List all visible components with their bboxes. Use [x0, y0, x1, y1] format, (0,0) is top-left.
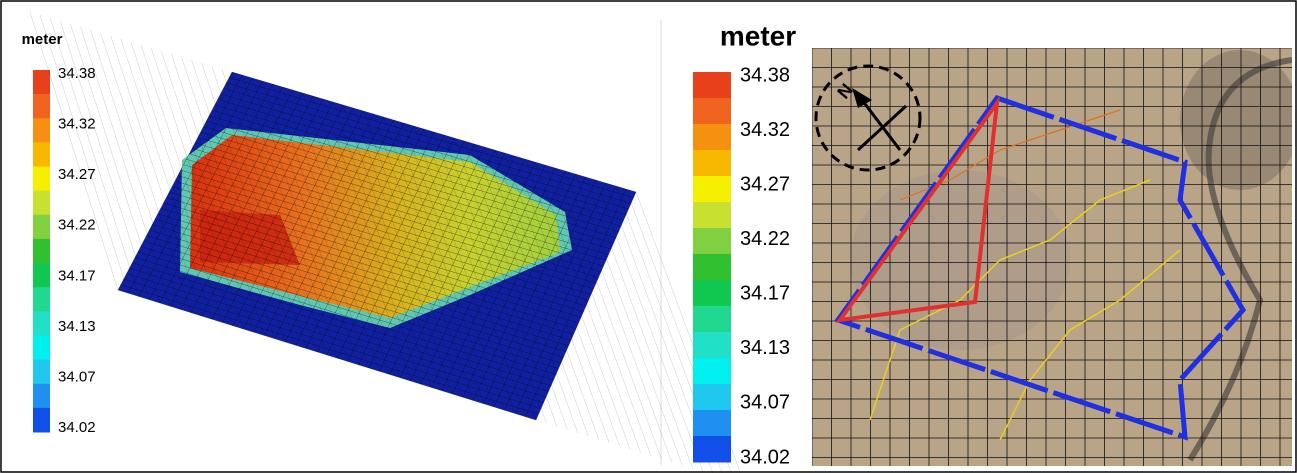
map: N: [812, 48, 1297, 466]
legend-label: 34.13: [740, 337, 790, 359]
legend-label: 34.32: [740, 119, 790, 141]
legend-swatch: [693, 306, 731, 333]
legend-swatch: [33, 239, 50, 264]
legend-swatch: [693, 228, 731, 255]
legend-label: 34.02: [58, 419, 96, 436]
legend-label: 34.22: [740, 228, 790, 250]
legend-label: 34.07: [58, 368, 96, 385]
legend-swatch: [33, 335, 50, 360]
legend-swatch: [33, 263, 50, 288]
legend-swatch: [33, 167, 50, 192]
legend-swatch: [693, 410, 731, 437]
legend-swatch: [693, 202, 731, 229]
legend-label: 34.17: [58, 267, 96, 284]
legend-label: 34.38: [740, 64, 790, 86]
legend-swatch: [33, 94, 50, 119]
legend-label: 34.17: [740, 283, 790, 305]
legend-swatch: [693, 384, 731, 411]
legend-swatch: [693, 436, 731, 463]
legend-swatch: [693, 280, 731, 307]
legend-swatch: [33, 360, 50, 385]
legend-title: meter: [720, 20, 796, 51]
legend-label: 34.07: [740, 392, 790, 414]
legend-swatch: [33, 311, 50, 336]
legend-swatch: [33, 118, 50, 143]
legend-swatch: [693, 358, 731, 385]
legend-swatch: [33, 215, 50, 240]
legend-swatch: [693, 98, 731, 125]
legend-title: meter: [22, 31, 63, 48]
legend-swatch: [33, 384, 50, 409]
legend-label: 34.38: [58, 65, 96, 82]
legend-label: 34.27: [58, 166, 96, 183]
legend-swatch: [693, 124, 731, 151]
legend-swatch: [693, 150, 731, 177]
legend-swatch: [33, 408, 50, 433]
legend-swatch: [33, 191, 50, 216]
legend-swatch: [693, 72, 731, 99]
legend-label: 34.13: [58, 318, 96, 335]
legend-swatch: [693, 176, 731, 203]
map-dark-area: [1180, 50, 1297, 190]
figure: meter 34.38 34.32 34.27 34.22 34.17 34.13 34.0…: [0, 0, 1297, 473]
legend-label: 34.27: [740, 173, 790, 195]
legend-swatch: [693, 332, 731, 359]
legend-swatch: [693, 254, 731, 281]
legend-swatch: [33, 142, 50, 167]
legend-swatch: [33, 70, 50, 95]
legend-swatch: [33, 287, 50, 312]
page: meter 34.38 34.32 34.27 34.22 34.17 34.13 34.0…: [0, 0, 1297, 473]
legend-label: 34.22: [58, 217, 96, 234]
legend-label: 34.02: [740, 446, 790, 468]
